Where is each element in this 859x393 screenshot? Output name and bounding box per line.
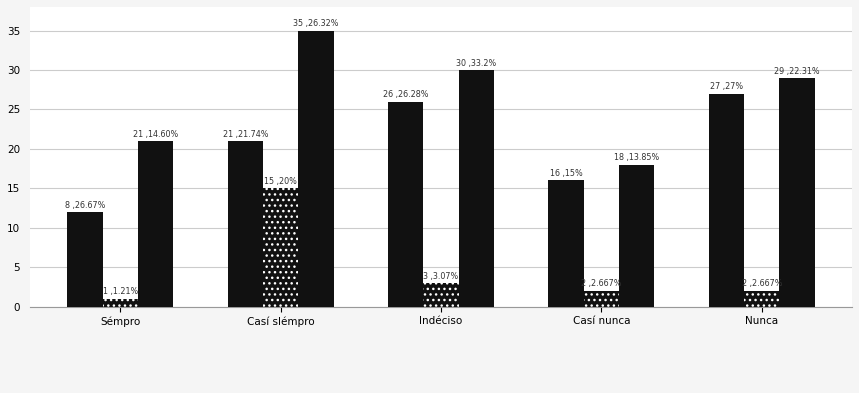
Bar — [744, 291, 779, 307]
Bar — [548, 180, 584, 307]
Bar — [423, 283, 459, 307]
Text: 21 ,21.74%: 21 ,21.74% — [222, 130, 268, 139]
Text: 16 ,15%: 16 ,15% — [550, 169, 582, 178]
Text: 35 ,26.32%: 35 ,26.32% — [293, 19, 338, 28]
Text: 26 ,26.28%: 26 ,26.28% — [383, 90, 429, 99]
Text: 2 ,2.667%: 2 ,2.667% — [741, 279, 782, 288]
Bar — [228, 141, 263, 307]
Text: 18 ,13.85%: 18 ,13.85% — [614, 153, 659, 162]
Bar — [709, 94, 744, 307]
Text: 29 ,22.31%: 29 ,22.31% — [774, 66, 819, 75]
Bar — [102, 299, 137, 307]
Bar — [298, 31, 333, 307]
Bar — [619, 165, 655, 307]
Bar — [263, 188, 298, 307]
Text: 2 ,2.667%: 2 ,2.667% — [582, 279, 622, 288]
Text: 27 ,27%: 27 ,27% — [710, 82, 743, 91]
Bar — [459, 70, 494, 307]
Bar — [584, 291, 619, 307]
Bar — [137, 141, 174, 307]
Text: 15 ,20%: 15 ,20% — [265, 177, 297, 186]
Bar — [388, 101, 423, 307]
Text: 3 ,3.07%: 3 ,3.07% — [423, 272, 459, 281]
Bar — [67, 212, 102, 307]
Text: 8 ,26.67%: 8 ,26.67% — [64, 200, 105, 209]
Text: 1 ,1.21%: 1 ,1.21% — [102, 287, 137, 296]
Bar — [779, 78, 814, 307]
Text: 21 ,14.60%: 21 ,14.60% — [133, 130, 178, 139]
Text: 30 ,33.2%: 30 ,33.2% — [456, 59, 497, 68]
